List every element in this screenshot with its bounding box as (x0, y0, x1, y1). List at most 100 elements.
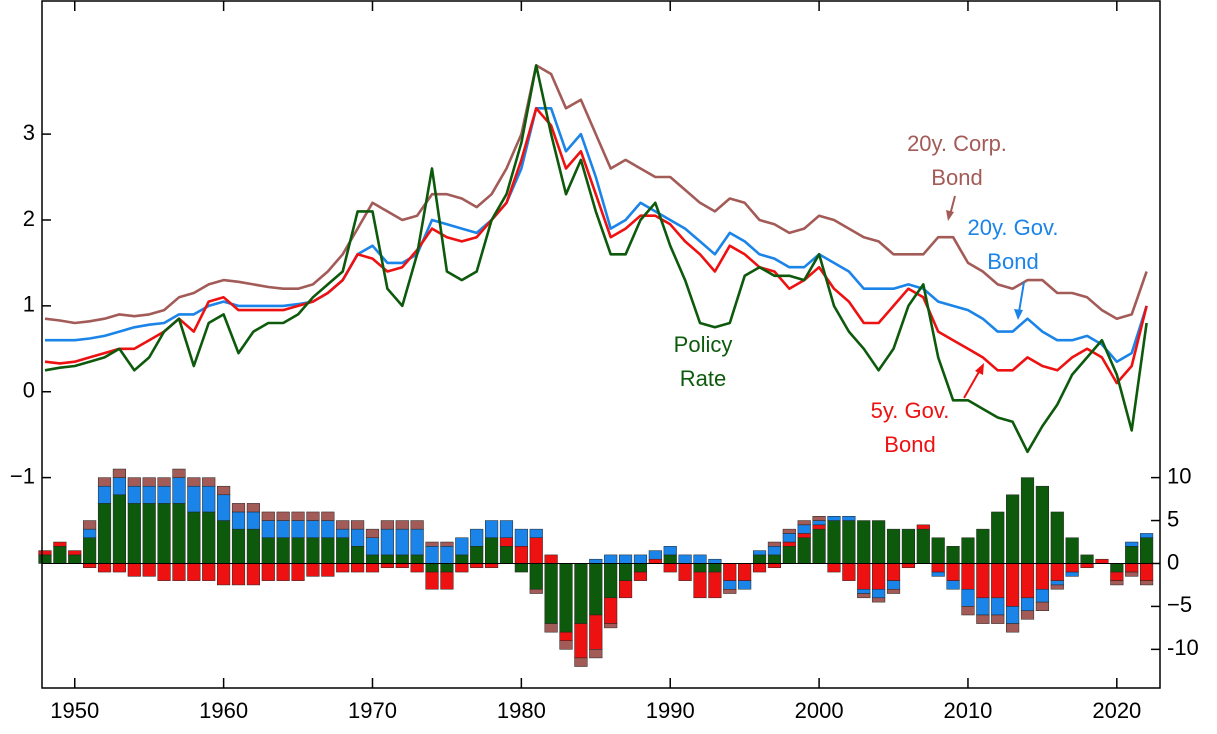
bar-segment (931, 563, 945, 573)
bar-segment (246, 503, 260, 513)
bar-segment (455, 554, 469, 564)
annotation: Rate (680, 366, 726, 391)
bar-segment (217, 494, 231, 521)
bar-segment (857, 593, 871, 599)
bar-segment (172, 563, 186, 581)
bar-segment (842, 563, 856, 581)
bar-segment (1080, 554, 1094, 564)
arrow (1018, 281, 1025, 313)
bar-segment (1110, 563, 1124, 573)
bar-segment (678, 554, 692, 564)
bar-segment (663, 546, 677, 556)
bar-segment (351, 520, 365, 530)
arrow-head (946, 210, 954, 221)
bar-segment (365, 554, 380, 564)
bar-segment (1125, 571, 1139, 577)
bar-segment (351, 546, 365, 564)
bar-segment (306, 563, 320, 577)
bar-segment (202, 477, 216, 487)
bar-segment (1125, 541, 1139, 547)
annotation: 5y. Gov. (871, 398, 950, 423)
bar-segment (202, 511, 216, 564)
bar-segment (618, 554, 633, 564)
bar-segment (276, 563, 290, 581)
bar-segment (961, 563, 975, 590)
bar-segment (708, 571, 722, 599)
bar-segment (544, 623, 558, 633)
bar-segment (499, 546, 514, 564)
line-series (44, 107, 1148, 385)
x-tick-label: 1980 (497, 698, 546, 723)
bar-segment (187, 511, 201, 564)
bar-segment (782, 533, 796, 543)
bar-segment (827, 520, 841, 564)
bar-segment (633, 571, 648, 581)
bar-segment (306, 520, 320, 538)
x-tick-label: 1950 (50, 698, 99, 723)
bar-segment (693, 563, 707, 573)
y2-tick-label: -10 (1167, 635, 1199, 660)
bar-segment (410, 528, 424, 556)
annotation: 20y. Corp. (907, 131, 1007, 156)
bar-segment (1125, 546, 1139, 564)
bar-segment (217, 520, 231, 564)
y2-tick-label: 5 (1167, 506, 1179, 531)
arrow (963, 369, 981, 399)
bar-segment (886, 580, 901, 590)
bar-segment (976, 528, 990, 564)
bar-segment (976, 563, 990, 599)
bar-segment (931, 571, 945, 577)
bar-segment (752, 550, 767, 556)
plot-frame (41, 0, 1161, 689)
annotation: Bond (931, 165, 982, 190)
bar-segment (797, 533, 811, 538)
bar-segment (589, 649, 603, 659)
bar-segment (440, 571, 454, 590)
bar-segment (514, 528, 528, 547)
bar-segment (291, 511, 305, 521)
bar-segment (261, 563, 275, 581)
bar-segment (68, 550, 82, 556)
bar-segment (321, 511, 335, 521)
label-layer: −1 0 1 2 3 1950 1960 1970 1980 1990 2000 2010 2020 20… (10, 120, 1199, 723)
bar-segment (1006, 606, 1020, 624)
bar-segment (574, 657, 588, 667)
bar-segment (886, 563, 901, 581)
bar-segment (1006, 623, 1020, 633)
bar-segment (797, 524, 811, 534)
bar-segment (589, 563, 603, 616)
bar-segment (1050, 511, 1064, 564)
bar-segment (916, 524, 930, 530)
bar-segment (142, 485, 156, 504)
bar-segment (351, 528, 365, 547)
bar-segment (723, 580, 737, 590)
bar-segment (97, 563, 112, 573)
bar-segment (931, 537, 945, 564)
bar-segment (365, 563, 380, 573)
bar-segment (946, 546, 960, 564)
bar-segment (455, 537, 469, 556)
bar-segment (1035, 601, 1049, 611)
bar-segment (425, 563, 439, 573)
bar-segment (410, 563, 424, 573)
bar-segment (991, 511, 1005, 564)
bar-segment (574, 623, 588, 659)
x-tick-label: 2000 (795, 698, 844, 723)
bar-segment (112, 494, 126, 564)
bar-segment (142, 477, 156, 487)
bar-segment (187, 477, 201, 487)
bar-segment (395, 554, 409, 564)
bar-segment (112, 468, 126, 478)
bar-segment (276, 511, 290, 521)
bar-segment (1006, 563, 1020, 607)
line-series (44, 64, 1148, 325)
bar-segment (157, 563, 171, 581)
bar-segment (425, 541, 439, 547)
bar-segment (648, 550, 662, 560)
bar-segment (663, 554, 677, 564)
bar-segment (1020, 477, 1035, 564)
bar-segment (97, 485, 112, 504)
bar-segment (916, 528, 930, 564)
bar-segment (514, 563, 528, 573)
